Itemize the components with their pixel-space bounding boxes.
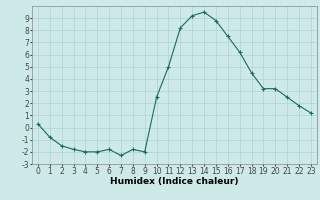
X-axis label: Humidex (Indice chaleur): Humidex (Indice chaleur) xyxy=(110,177,239,186)
